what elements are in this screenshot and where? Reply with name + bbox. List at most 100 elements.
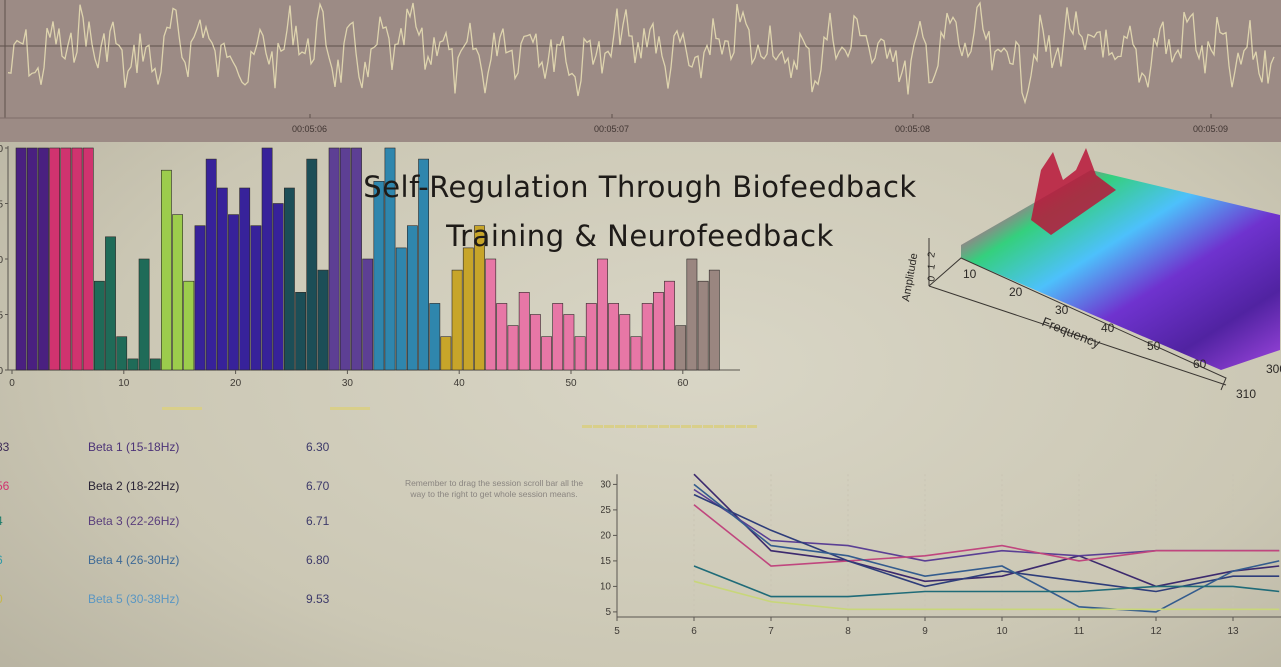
bar	[652, 292, 664, 371]
band-left-value: 6	[0, 553, 3, 567]
bar	[60, 147, 72, 371]
title-line-2: Training & Neurofeedback	[446, 219, 834, 253]
bar	[373, 180, 385, 371]
band-value: 6.71	[306, 514, 330, 528]
band-name: Beta 2 (18-22Hz)	[88, 479, 180, 493]
band-row: 4 Beta 3 (22-26Hz) 6.71	[0, 514, 340, 530]
line-series	[693, 580, 1280, 611]
title-line-1: Self-Regulation Through Biofeedback	[363, 170, 917, 204]
band-value: 9.53	[306, 592, 330, 606]
bar	[708, 269, 720, 371]
bar	[328, 147, 340, 371]
bar	[38, 147, 49, 371]
band-row: 0 Beta 5 (30-38Hz) 9.53	[0, 592, 340, 608]
bar	[261, 147, 273, 371]
line-y-tick-label: 25	[601, 505, 611, 516]
bar	[619, 314, 631, 371]
bar	[306, 158, 318, 371]
band-left-value: 56	[0, 479, 10, 493]
surface-y-tick-label: 300	[1266, 362, 1281, 376]
line-y-tick-label: 30	[601, 479, 611, 490]
bar	[686, 258, 698, 371]
line-series	[693, 493, 1280, 593]
bar	[239, 187, 251, 371]
surface-z-tick-label: 1	[926, 263, 938, 271]
bar-x-tick-label: 50	[565, 378, 577, 389]
band-name: Beta 3 (22-26Hz)	[88, 514, 180, 528]
bar-x-tick-label: 10	[118, 378, 130, 389]
bar	[462, 247, 474, 371]
line-y-tick-label: 10	[601, 581, 611, 592]
bar-y-tick-label: 0	[0, 366, 3, 377]
line-x-tick-label: 7	[768, 626, 774, 637]
band-name: Beta 5 (30-38Hz)	[88, 592, 180, 606]
bar-y-tick-label: 5	[0, 311, 3, 322]
surface-peaks	[1031, 148, 1116, 235]
bar	[26, 147, 38, 371]
eeg-trace	[0, 0, 1281, 119]
eeg-time-label: 00:05:07	[594, 124, 630, 134]
session-note: Remember to drag the session scroll bar …	[404, 478, 584, 499]
bar-x-tick-label: 30	[342, 378, 354, 389]
bar	[440, 336, 452, 371]
band-value: 6.30	[306, 440, 330, 454]
line-y-tick-label: 5	[605, 607, 611, 618]
faint-label: ▬▬▬▬	[162, 402, 202, 413]
eeg-time-label: 00:05:09	[1193, 124, 1229, 134]
line-x-tick-label: 9	[922, 626, 928, 637]
surface-y-tick-label: 310	[1236, 387, 1256, 401]
bar	[630, 336, 642, 371]
page-title: Self-Regulation Through Biofeedback Trai…	[290, 163, 990, 261]
bar-y-tick-label: 0	[0, 144, 3, 155]
surface-x-tick-label: 50	[1147, 339, 1161, 353]
bar	[429, 303, 441, 371]
bar	[675, 325, 687, 371]
bar	[149, 358, 161, 371]
surface-z-tick-label: 0	[926, 275, 938, 283]
bar	[351, 147, 362, 371]
band-left-value: 0	[0, 592, 3, 606]
line-series	[693, 473, 1280, 588]
bar	[94, 280, 105, 371]
line-x-tick-label: 8	[845, 626, 851, 637]
bar-x-tick-label: 40	[454, 378, 466, 389]
bar	[161, 169, 172, 371]
line-y-tick-label: 20	[601, 530, 611, 541]
line-series	[693, 504, 1280, 567]
bar	[641, 303, 653, 371]
surface-x-tick-label: 20	[1009, 285, 1023, 299]
line-x-tick-label: 10	[996, 626, 1008, 637]
bar	[317, 269, 329, 371]
eeg-wave	[7, 1, 1275, 105]
bar-x-tick-label: 0	[9, 378, 15, 389]
band-value: 6.70	[306, 479, 330, 493]
bar	[529, 314, 541, 371]
bar	[451, 269, 463, 371]
bar	[228, 214, 239, 371]
bar	[116, 336, 128, 371]
bar	[597, 258, 608, 371]
faint-label: ▬▬▬▬	[330, 402, 370, 413]
line-x-tick-label: 12	[1150, 626, 1162, 637]
bar	[283, 187, 295, 371]
bar	[541, 336, 552, 371]
bar	[608, 303, 619, 371]
bar	[15, 147, 27, 371]
line-x-tick-label: 13	[1227, 626, 1239, 637]
bar	[82, 147, 94, 371]
bar-y-tick-label: 0	[0, 255, 3, 266]
bar	[105, 236, 116, 371]
bar	[172, 214, 183, 371]
bar	[205, 158, 217, 371]
bar	[49, 147, 60, 371]
surface-x-axis	[928, 285, 1227, 386]
bar	[518, 292, 530, 371]
band-row: 56 Beta 2 (18-22Hz) 6.70	[0, 479, 340, 495]
bar	[395, 247, 407, 371]
bar	[194, 225, 206, 371]
band-row: 6 Beta 4 (26-30Hz) 6.80	[0, 553, 340, 569]
bar	[563, 314, 575, 371]
band-left-value: 83	[0, 440, 10, 454]
